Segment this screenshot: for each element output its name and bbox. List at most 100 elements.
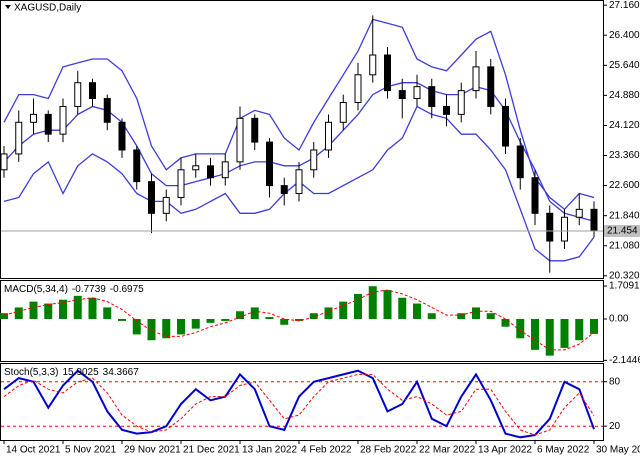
candle-body — [516, 145, 524, 179]
candle-body — [472, 66, 480, 92]
y-tick-label: 21.840 — [609, 210, 640, 221]
candle-body — [74, 82, 82, 107]
macd-panel — [0, 280, 604, 362]
macd-bar — [236, 311, 244, 319]
candle-body — [251, 117, 259, 143]
x-tick-label: 30 May 2022 — [596, 445, 640, 456]
macd-bar — [44, 303, 53, 319]
candle-body — [236, 117, 244, 163]
candle-body — [133, 149, 141, 183]
candle-body — [192, 165, 200, 171]
macd-bar — [73, 295, 82, 319]
y-tick-label: 21.080 — [609, 240, 640, 251]
macd-bar — [250, 307, 259, 319]
candle-body — [177, 169, 185, 198]
y-tick-label: 23.360 — [609, 150, 640, 161]
macd-bar — [339, 301, 348, 319]
stoch-main — [3, 369, 595, 439]
x-tick-label: 22 Mar 2022 — [419, 445, 476, 456]
indicator-value: 34.3667 — [103, 367, 140, 378]
candle-body — [280, 185, 288, 195]
macd-bar — [221, 318, 230, 321]
candle-body — [0, 153, 8, 171]
candle-body — [384, 54, 391, 92]
candle-body — [295, 169, 303, 195]
macd-bar — [545, 318, 554, 356]
macd-bar — [132, 318, 141, 335]
symbol-menu-icon[interactable] — [5, 5, 11, 9]
candle-body — [398, 90, 406, 100]
y-tick-label: 80 — [609, 376, 621, 387]
macd-bar — [324, 307, 333, 319]
candle-body — [148, 181, 155, 214]
last-price-box — [604, 224, 640, 237]
macd-bar — [88, 297, 97, 319]
x-tick-label: 5 Nov 2021 — [65, 445, 117, 456]
macd-bar — [383, 290, 392, 319]
macd-signal — [3, 289, 595, 351]
macd-bar — [560, 318, 569, 348]
y-tick-label: 22.600 — [609, 180, 640, 191]
macd-bar — [265, 317, 274, 319]
macd-bar — [118, 318, 126, 321]
indicator-name: MACD(5,34,4) — [4, 284, 68, 295]
indicator-value: -0.7739 — [72, 284, 106, 295]
candle-body — [89, 82, 96, 100]
candle-body — [428, 86, 436, 107]
candle-body — [266, 141, 273, 187]
y-tick-label: 0.00 — [609, 314, 629, 325]
macd-bar — [309, 313, 318, 319]
macd-bar — [162, 318, 171, 339]
macd-bar — [413, 303, 421, 319]
y-tick-label: 20.320 — [609, 270, 640, 281]
candle-body — [561, 216, 568, 242]
macd-bar — [206, 318, 215, 323]
macd-bar — [590, 318, 598, 334]
y-tick-label: -2.1446 — [609, 355, 640, 366]
x-tick-label: 14 Oct 2021 — [6, 445, 61, 456]
macd-bar — [29, 301, 38, 319]
indicator-title: Stoch(5,3,3) 15.9025 34.3667 — [4, 367, 139, 378]
y-tick-label: 26.400 — [609, 30, 640, 41]
macd-bar — [501, 318, 510, 327]
candle-body — [59, 105, 67, 135]
macd-bar — [398, 297, 407, 319]
candle-body — [575, 208, 583, 218]
candle-body — [162, 196, 170, 214]
candle-body — [487, 66, 495, 107]
symbol-title: XAGUSD,Daily — [14, 3, 81, 14]
candle-body — [44, 113, 52, 135]
y-tick-label: 24.120 — [609, 120, 640, 131]
bollinger-band — [3, 18, 595, 211]
x-tick-label: 29 Nov 2021 — [124, 445, 181, 456]
indicator-title: MACD(5,34,4) -0.7739 -0.6975 — [4, 284, 144, 295]
macd-bar — [147, 318, 156, 341]
macd-bar — [0, 313, 8, 319]
y-tick-label: 20 — [609, 421, 621, 432]
macd-bar — [486, 313, 495, 319]
indicator-value: 15.9025 — [62, 367, 99, 378]
candle-body — [221, 161, 229, 179]
stoch-panel — [0, 363, 604, 441]
candle-body — [30, 113, 37, 123]
macd-bar — [191, 318, 200, 329]
y-tick-label: 27.160 — [609, 0, 640, 11]
macd-bar — [516, 318, 525, 339]
candle-body — [413, 86, 421, 100]
x-tick-label: 4 Feb 2022 — [301, 445, 352, 456]
candle-body — [15, 121, 23, 155]
macd-bar — [472, 307, 480, 319]
candle-body — [502, 105, 509, 147]
macd-bar — [368, 286, 377, 319]
candle-body — [443, 105, 450, 115]
macd-bar — [295, 318, 303, 321]
macd-bar — [427, 313, 436, 319]
candle-body — [339, 101, 347, 123]
macd-bar — [14, 307, 23, 319]
candle-body — [325, 121, 332, 151]
candle-body — [369, 54, 377, 76]
macd-bar — [103, 307, 112, 319]
last-price-label: 21.454 — [607, 226, 638, 237]
indicator-name: Stoch(5,3,3) — [4, 367, 58, 378]
